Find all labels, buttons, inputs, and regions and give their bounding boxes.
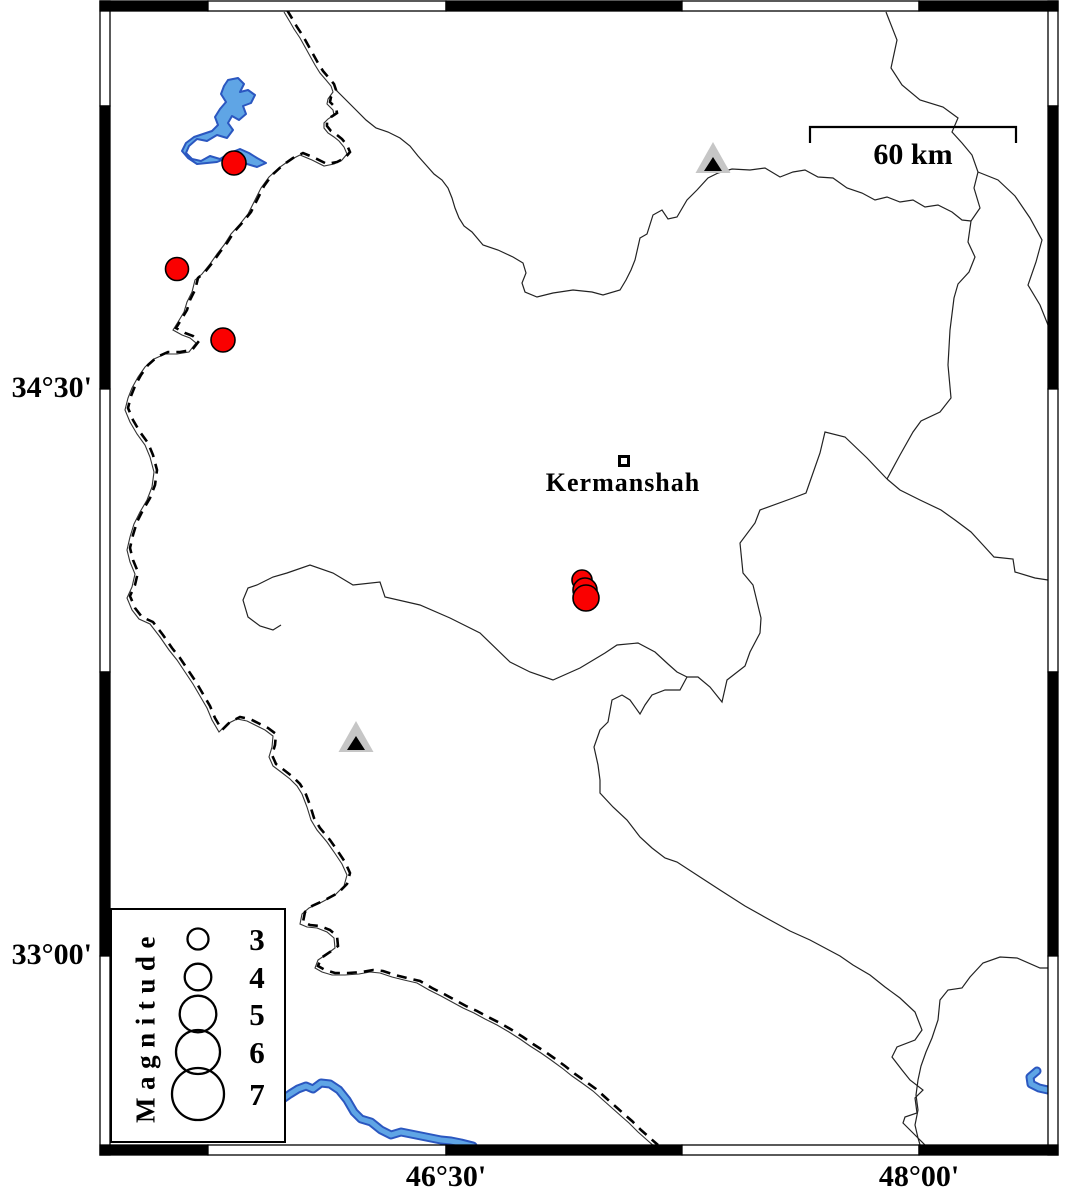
scale-bar: [808, 125, 1018, 143]
legend-magnitude-circle: [183, 962, 213, 992]
border-companion-line: [124, 11, 654, 1145]
lake: [181, 77, 267, 168]
river-south: [275, 1078, 478, 1145]
province-boundary-southern: [242, 564, 688, 681]
province-boundary-peninsula: [687, 431, 888, 704]
province-boundary-northeast-branch: [977, 171, 1048, 326]
earthquake-markers-layer: [164, 150, 600, 612]
lon-label-48-00: 48°00': [878, 1160, 960, 1193]
earthquake-marker: [572, 584, 600, 612]
province-boundary-south-continuation: [593, 676, 926, 1145]
river-east: [1025, 1066, 1048, 1095]
scale-bar-label: 60 km: [873, 138, 953, 171]
province-boundary-east-exit: [886, 478, 1048, 581]
legend-magnitude-circle: [186, 927, 210, 951]
earthquake-marker: [210, 327, 236, 353]
province-boundaries: [242, 11, 1048, 1145]
legend-title: Magnitude: [130, 928, 161, 1124]
earthquake-marker: [221, 150, 247, 176]
legend-magnitude-circle: [178, 994, 218, 1034]
city-label: Kermanshah: [545, 468, 701, 497]
city-marker-square: [618, 455, 630, 467]
station-markers-layer: [338, 142, 731, 752]
international-border-dashed: [126, 11, 659, 1145]
legend-magnitude-value: 7: [249, 1077, 265, 1112]
legend-magnitude-value: 5: [249, 997, 265, 1032]
legend-magnitude-circle: [174, 1028, 222, 1076]
province-boundary-north-south: [885, 11, 981, 480]
province-boundary-northwest: [335, 89, 972, 298]
legend-magnitude-value: 3: [249, 922, 265, 957]
station-marker-inner: [347, 736, 365, 750]
map-frame: [99, 0, 1059, 1156]
lon-label-46-30: 46°30': [405, 1160, 487, 1193]
legend-magnitude-circle: [170, 1066, 226, 1122]
lat-label-33-00: 33°00': [11, 938, 92, 971]
province-boundary-southeast-curve: [914, 956, 1048, 1145]
lat-label-34-30: 34°30': [11, 371, 92, 404]
legend-magnitude-value: 6: [249, 1035, 265, 1070]
earthquake-marker: [164, 256, 190, 282]
station-marker-inner: [704, 157, 722, 171]
legend-magnitude-value: 4: [249, 960, 265, 995]
